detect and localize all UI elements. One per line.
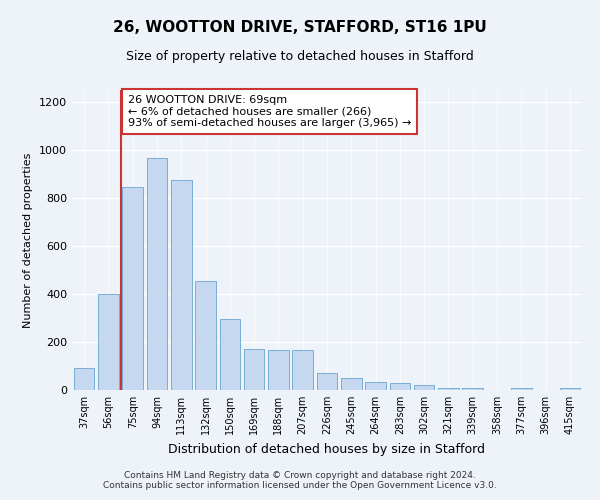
Bar (560, 388, 580, 390)
Bar (98, 294, 119, 390)
Text: Contains HM Land Registry data © Crown copyright and database right 2024.
Contai: Contains HM Land Registry data © Crown c… (103, 470, 497, 490)
Bar (122, 187, 143, 390)
Bar (341, 378, 362, 390)
Text: 26 WOOTTON DRIVE: 69sqm
← 6% of detached houses are smaller (266)
93% of semi-de: 26 WOOTTON DRIVE: 69sqm ← 6% of detached… (128, 95, 411, 128)
Bar (171, 180, 191, 390)
Bar (365, 382, 386, 390)
Y-axis label: Number of detached properties: Number of detached properties (23, 152, 34, 328)
Text: 26, WOOTTON DRIVE, STAFFORD, ST16 1PU: 26, WOOTTON DRIVE, STAFFORD, ST16 1PU (113, 20, 487, 35)
Bar (463, 388, 483, 390)
Bar (389, 384, 410, 390)
Bar (220, 319, 240, 390)
Bar (317, 373, 337, 390)
Bar (195, 281, 216, 390)
Text: Size of property relative to detached houses in Stafford: Size of property relative to detached ho… (126, 50, 474, 63)
Bar (414, 385, 434, 390)
Bar (74, 368, 94, 390)
Bar (292, 350, 313, 390)
Bar (146, 158, 167, 390)
Bar (438, 388, 459, 390)
Bar (511, 388, 532, 390)
Bar (244, 349, 265, 390)
X-axis label: Distribution of detached houses by size in Stafford: Distribution of detached houses by size … (169, 442, 485, 456)
Bar (268, 350, 289, 390)
